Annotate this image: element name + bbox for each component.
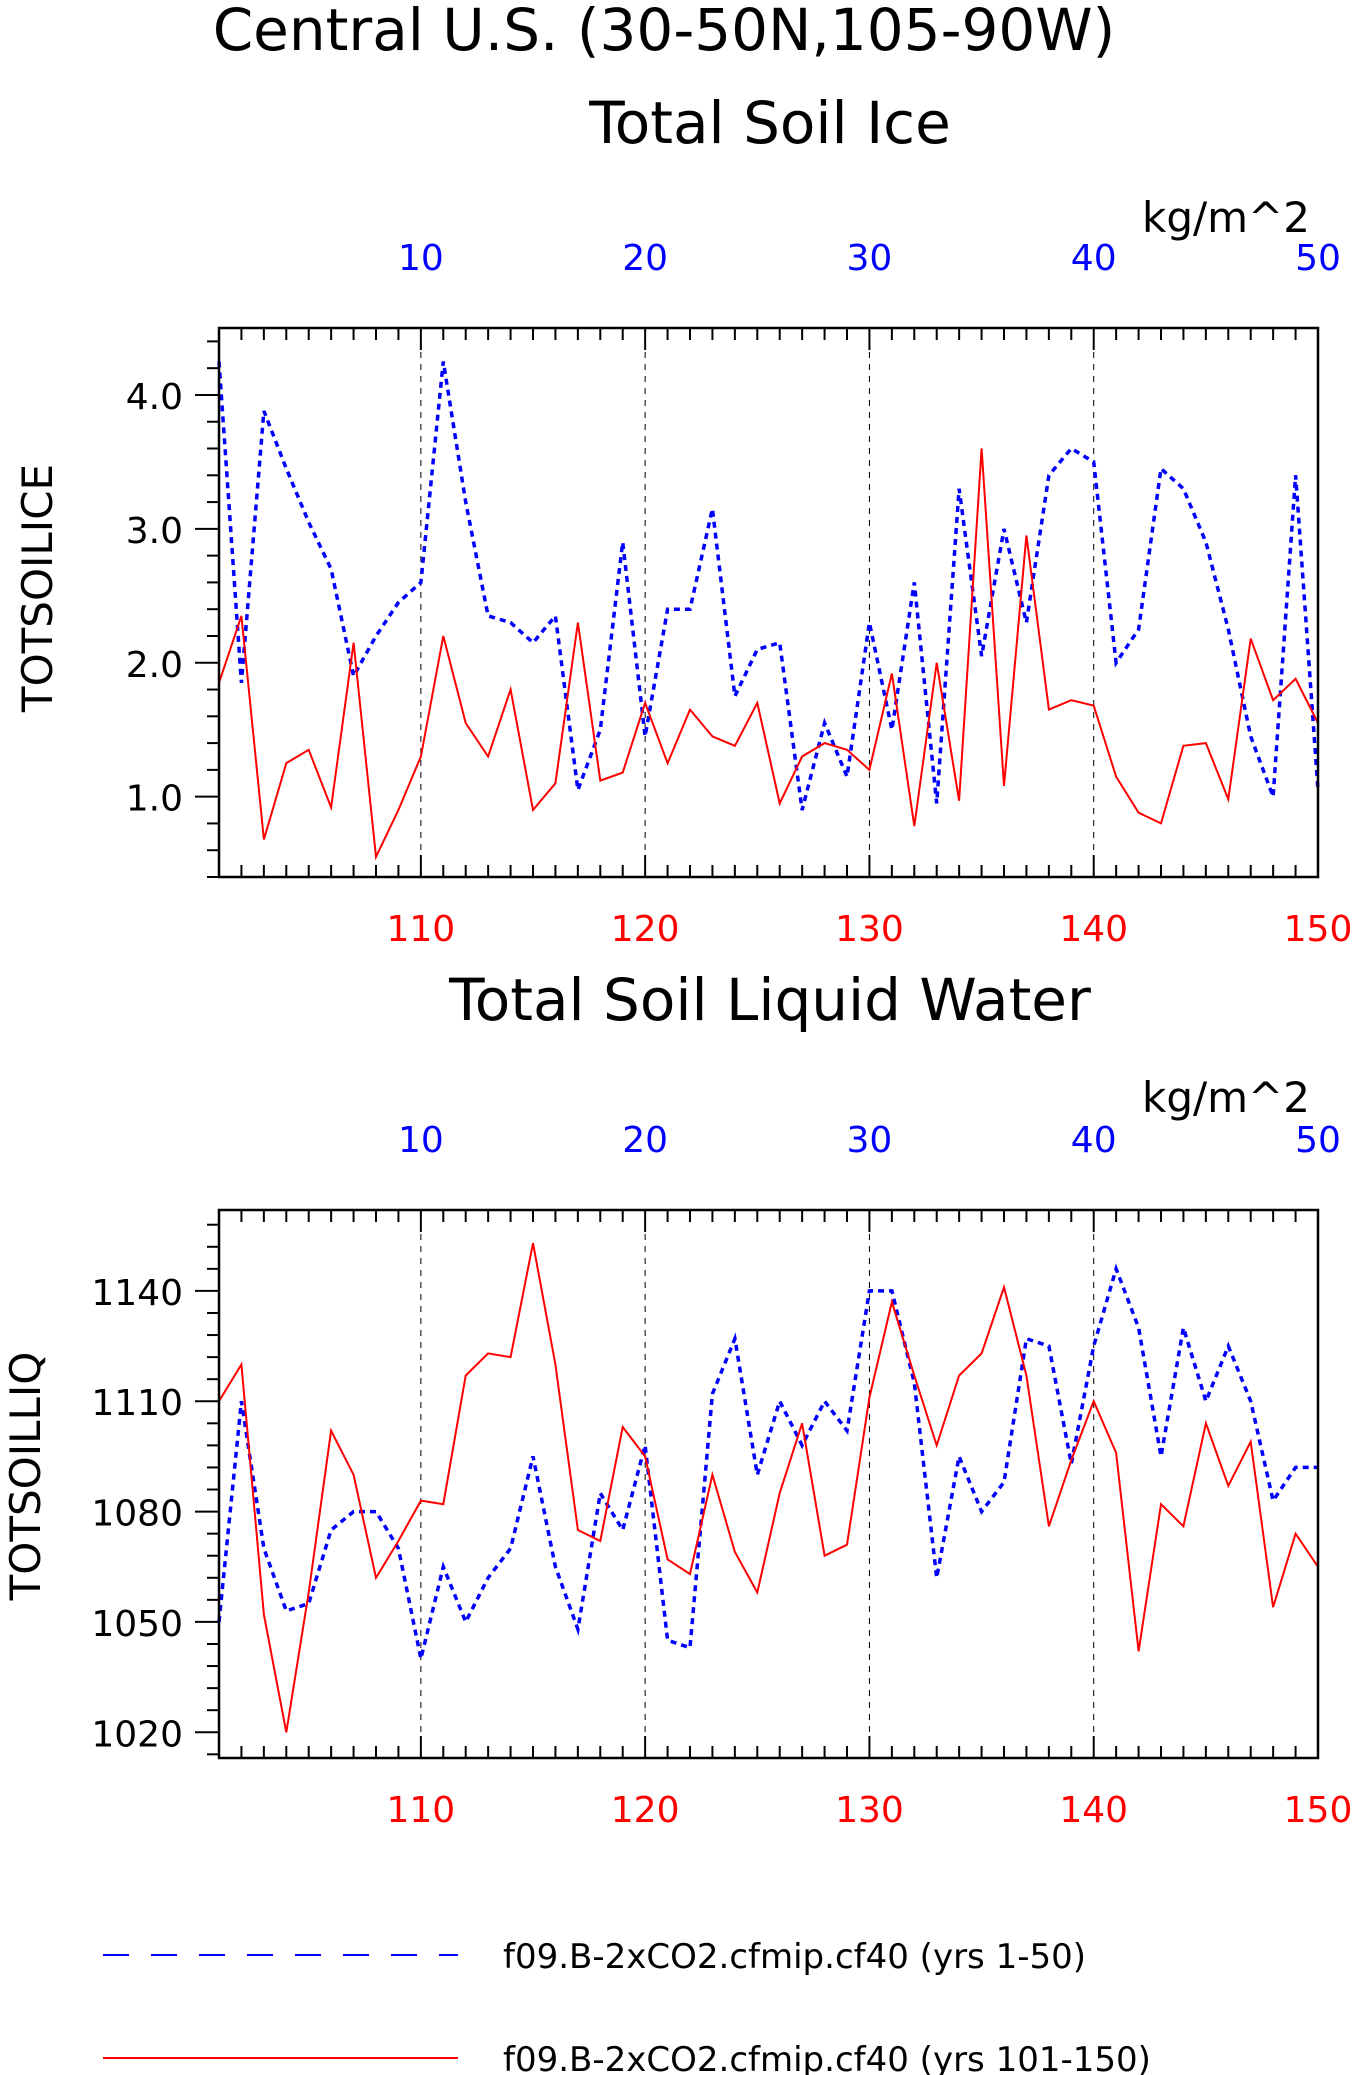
legend-label-2: f09.B-2xCO2.cfmip.cf40 (yrs 101-150) bbox=[503, 2040, 1151, 2075]
soil-ice-bottom-tick-label: 140 bbox=[1059, 909, 1128, 950]
soil-liquid-top-tick-label: 10 bbox=[398, 1120, 444, 1161]
soil-liquid-y-tick-label: 1080 bbox=[91, 1494, 183, 1535]
soil-ice-top-tick-label: 10 bbox=[398, 238, 444, 279]
soil-liquid-y-tick-label: 1140 bbox=[91, 1273, 183, 1314]
soil-liquid-bottom-tick-label: 140 bbox=[1059, 1790, 1128, 1831]
soil-liquid-top-tick-label: 50 bbox=[1295, 1120, 1341, 1161]
soil-ice-bottom-tick-label: 120 bbox=[611, 909, 680, 950]
soil-ice-top-tick-label: 40 bbox=[1071, 238, 1117, 279]
soil-liquid-y-tick-label: 1110 bbox=[91, 1383, 183, 1424]
soil-ice-bottom-tick-label: 150 bbox=[1284, 909, 1353, 950]
soil-ice-units: kg/m^2 bbox=[1142, 193, 1310, 242]
soil-ice-top-tick-label: 30 bbox=[847, 238, 893, 279]
soil-liquid-ylabel: TOTSOILLIQ bbox=[1, 1352, 50, 1602]
soil-ice-top-tick-label: 20 bbox=[622, 238, 668, 279]
soil-ice-bottom-tick-label: 130 bbox=[835, 909, 904, 950]
soil-ice-top-tick-label: 50 bbox=[1295, 238, 1341, 279]
soil-liquid-bottom-tick-label: 150 bbox=[1284, 1790, 1353, 1831]
soil-liquid-series-yrs-1-50 bbox=[217, 1263, 1318, 1660]
soil-ice-y-tick-label: 4.0 bbox=[126, 377, 183, 418]
soil-ice-y-tick-label: 2.0 bbox=[126, 645, 183, 686]
soil-ice-plot-frame bbox=[217, 326, 1320, 879]
soil-ice-y-tick-label: 3.0 bbox=[126, 511, 183, 552]
soil-ice-panel: Total Soil Ice kg/m^2 TOTSOILICE 1.0 2.0 3… bbox=[13, 89, 1352, 950]
soil-ice-y-tick-label: 1.0 bbox=[126, 779, 183, 820]
figure-title: Central U.S. (30-50N,105-90W) bbox=[213, 0, 1116, 64]
soil-liquid-bottom-tick-label: 120 bbox=[611, 1790, 680, 1831]
soil-liquid-panel: Total Soil Liquid Water kg/m^2 TOTSOILLI… bbox=[1, 966, 1352, 1831]
soil-liquid-top-tick-label: 40 bbox=[1071, 1120, 1117, 1161]
soil-liquid-bottom-tick-label: 110 bbox=[386, 1790, 455, 1831]
soil-liquid-series-yrs-101-150 bbox=[218, 1242, 1319, 1733]
legend-label-1: f09.B-2xCO2.cfmip.cf40 (yrs 1-50) bbox=[503, 1937, 1086, 1977]
soil-ice-ylabel: TOTSOILICE bbox=[13, 464, 62, 713]
soil-liquid-top-tick-label: 30 bbox=[847, 1120, 893, 1161]
soil-ice-title: Total Soil Ice bbox=[588, 89, 951, 157]
soil-liquid-bottom-tick-label: 130 bbox=[835, 1790, 904, 1831]
soil-liquid-top-tick-label: 20 bbox=[622, 1120, 668, 1161]
legend: f09.B-2xCO2.cfmip.cf40 (yrs 1-50) f09.B-… bbox=[103, 1937, 1151, 2075]
soil-ice-series-yrs-101-150 bbox=[218, 448, 1319, 861]
soil-ice-bottom-tick-label: 110 bbox=[386, 909, 455, 950]
soil-liquid-title: Total Soil Liquid Water bbox=[448, 966, 1091, 1034]
soil-liquid-plot-frame bbox=[217, 1208, 1320, 1760]
soil-liquid-units: kg/m^2 bbox=[1142, 1073, 1310, 1122]
soil-ice-series-yrs-1-50 bbox=[217, 361, 1320, 811]
soil-liquid-y-tick-label: 1050 bbox=[91, 1604, 183, 1645]
soil-liquid-y-tick-label: 1020 bbox=[91, 1714, 183, 1755]
